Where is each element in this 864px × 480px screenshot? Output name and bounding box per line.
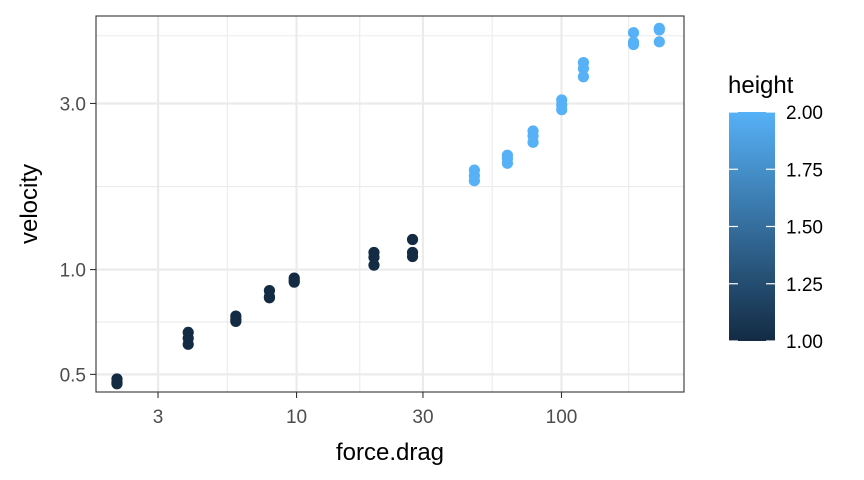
x-tick-label: 10	[286, 407, 307, 428]
y-axis: 0.5 1.0 3.0 velocity	[16, 94, 96, 386]
data-point	[627, 27, 640, 39]
x-tick-label: 3	[153, 407, 164, 428]
y-axis-ticks: 0.5 1.0 3.0	[60, 94, 96, 386]
legend-title: height	[728, 72, 794, 99]
x-axis-title: force.drag	[336, 439, 444, 466]
x-tick-label: 30	[412, 407, 433, 428]
data-point	[230, 315, 242, 327]
y-tick-label: 1.0	[60, 261, 86, 282]
colorbar-label: 1.50	[786, 218, 823, 239]
legend: height 2.00 1.75 1.50 1.25 1.00	[728, 72, 823, 353]
data-point	[556, 104, 568, 116]
data-point	[406, 250, 419, 263]
colorbar-ticks: 2.00 1.75 1.50 1.25 1.00	[729, 103, 823, 353]
colorbar-label: 1.00	[786, 332, 823, 353]
minor-gridlines	[96, 16, 684, 392]
colorbar-label: 1.25	[786, 275, 823, 296]
data-point	[577, 62, 590, 75]
data-point	[653, 24, 665, 36]
data-point	[368, 259, 380, 271]
data-point	[653, 36, 665, 48]
data-point	[182, 338, 194, 350]
data-point	[111, 378, 123, 390]
data-point	[577, 71, 590, 83]
data-points	[111, 22, 665, 390]
x-axis-ticks: 3 10 30 100	[153, 392, 578, 428]
data-point	[527, 136, 539, 148]
major-gridlines	[96, 16, 684, 392]
panel-border	[95, 15, 685, 393]
x-tick-label: 100	[546, 407, 578, 428]
data-point	[288, 276, 300, 288]
data-point	[406, 233, 419, 246]
y-tick-label: 3.0	[60, 94, 86, 115]
y-axis-title: velocity	[16, 164, 43, 244]
data-point	[368, 251, 380, 263]
colorbar-label: 2.00	[786, 103, 823, 124]
data-point	[501, 157, 514, 169]
plot-area	[95, 15, 685, 393]
colorbar-label: 1.75	[786, 160, 823, 181]
data-point	[627, 38, 640, 51]
data-point	[468, 175, 480, 187]
data-point	[263, 292, 276, 304]
y-tick-label: 0.5	[60, 365, 86, 386]
x-axis: 3 10 30 100 force.drag	[153, 392, 578, 466]
